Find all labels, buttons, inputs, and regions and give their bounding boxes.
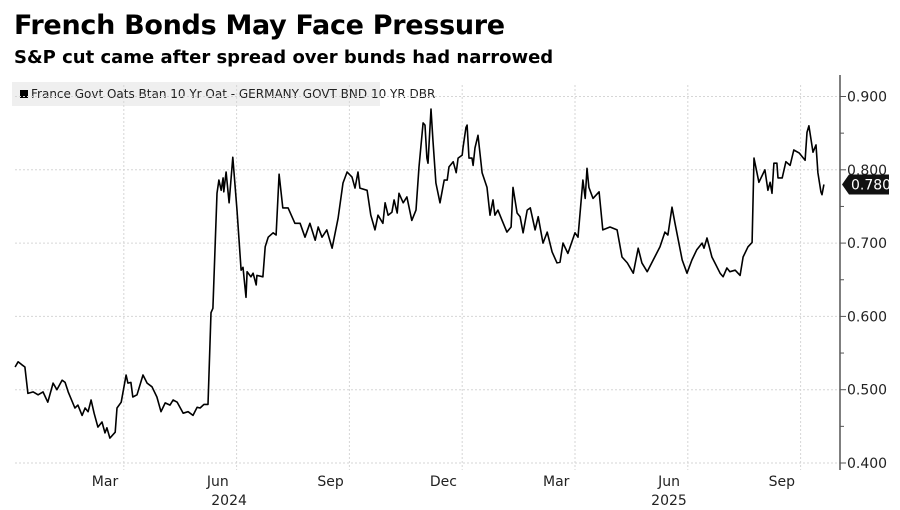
chart-subtitle: S&P cut came after spread over bunds had… — [14, 47, 554, 68]
last-value-tag — [842, 174, 889, 195]
x-tick-label: Mar — [92, 474, 119, 490]
legend: France Govt Oats Btan 10 Yr Oat - GERMAN… — [12, 82, 435, 106]
y-tick-label: 0.400 — [847, 456, 887, 472]
x-tick-label: Jun — [206, 474, 229, 490]
legend-swatch-icon — [20, 90, 28, 98]
last-value-label: 0.780 — [851, 177, 891, 193]
x-tick-label: Dec — [430, 474, 457, 490]
x-tick-label: Sep — [317, 474, 344, 490]
y-tick-label: 0.700 — [847, 236, 887, 252]
x-year-label: 2025 — [651, 493, 687, 509]
y-tick-label: 0.500 — [847, 383, 887, 399]
series-line — [14, 108, 825, 439]
chart-title: French Bonds May Face Pressure — [14, 10, 505, 41]
legend-label: France Govt Oats Btan 10 Yr Oat - GERMAN… — [31, 87, 436, 101]
y-tick-label: 0.900 — [847, 90, 887, 106]
x-year-label: 2024 — [211, 493, 247, 509]
x-tick-label: Mar — [543, 474, 570, 490]
y-tick-label: 0.600 — [847, 309, 887, 325]
x-tick-label: Sep — [769, 474, 796, 490]
x-tick-label: Jun — [657, 474, 680, 490]
